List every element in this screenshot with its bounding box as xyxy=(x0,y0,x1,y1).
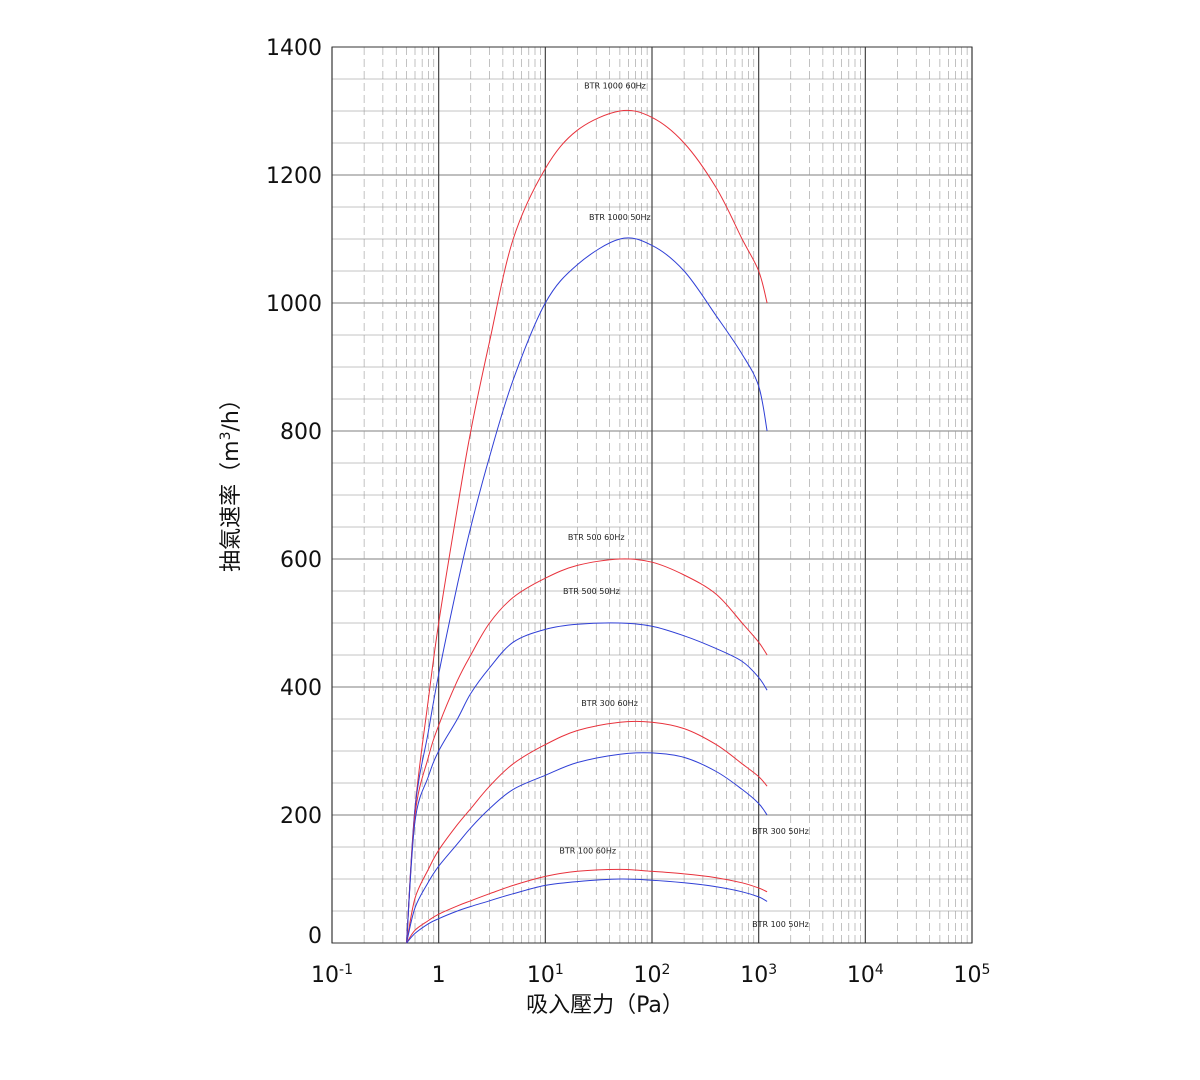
series-label-7: BTR 100 50Hz xyxy=(752,920,809,929)
x-tick-base: 10 xyxy=(847,963,875,988)
x-tick-exponent: 2 xyxy=(662,962,671,978)
x-tick-exponent: 4 xyxy=(875,962,884,978)
y-axis-label-main: 抽氣速率（m xyxy=(219,440,244,571)
x-tick-base: 10 xyxy=(311,963,339,988)
series-line-0 xyxy=(406,109,768,944)
x-tick-label: 103 xyxy=(740,962,777,988)
series-label-2: BTR 500 60Hz xyxy=(568,533,625,542)
y-tick-label: 600 xyxy=(280,548,322,573)
y-axis-label-tail: /h） xyxy=(219,388,244,431)
series-lines xyxy=(406,109,768,944)
x-tick-exponent: 1 xyxy=(555,962,564,978)
x-tick-base: 10 xyxy=(527,963,555,988)
x-tick-base: 10 xyxy=(634,963,662,988)
y-tick-label: 200 xyxy=(280,804,322,829)
series-label-1: BTR 1000 50Hz xyxy=(589,213,651,222)
series-line-6 xyxy=(406,868,768,944)
x-axis-label: 吸入壓力（Pa） xyxy=(526,993,684,1018)
x-tick-base: 1 xyxy=(432,963,446,988)
x-tick-label: 10-1 xyxy=(311,962,353,988)
series-label-3: BTR 500 50Hz xyxy=(563,587,620,596)
series-label-6: BTR 100 60Hz xyxy=(559,846,616,855)
series-line-1 xyxy=(406,237,768,944)
x-tick-label: 1 xyxy=(432,963,446,988)
x-tick-label: 101 xyxy=(527,962,564,988)
y-tick-label: 0 xyxy=(308,924,322,949)
series-label-0: BTR 1000 60Hz xyxy=(584,82,646,91)
y-axis-label: 抽氣速率（m3/h） xyxy=(218,388,244,572)
series-line-2 xyxy=(406,558,768,944)
x-tick-base: 10 xyxy=(954,963,982,988)
x-tick-label: 104 xyxy=(847,962,884,988)
series-labels: BTR 1000 60Hz BTR 1000 50Hz BTR 500 60Hz BT… xyxy=(559,82,808,929)
series-label-5: BTR 300 50Hz xyxy=(752,827,809,836)
x-tick-exponent: 5 xyxy=(982,962,991,978)
x-tick-label: 102 xyxy=(634,962,671,988)
y-tick-label: 1400 xyxy=(266,36,322,61)
y-tick-labels: 0 200 400 600 800 1000 1200 1400 xyxy=(266,36,322,949)
y-tick-label: 1000 xyxy=(266,292,322,317)
y-tick-label: 1200 xyxy=(266,164,322,189)
y-tick-label: 400 xyxy=(280,676,322,701)
series-line-4 xyxy=(406,720,768,944)
x-tick-label: 105 xyxy=(954,962,991,988)
x-tick-exponent: -1 xyxy=(339,962,353,978)
series-label-4: BTR 300 60Hz xyxy=(581,699,638,708)
grid xyxy=(331,46,973,944)
y-axis-label-sup: 3 xyxy=(218,432,234,441)
x-tick-exponent: 3 xyxy=(768,962,777,978)
plot-frame xyxy=(331,46,973,944)
x-tick-base: 10 xyxy=(740,963,768,988)
y-tick-label: 800 xyxy=(280,420,322,445)
series-line-3 xyxy=(406,622,768,944)
x-tick-labels: 10-1 1 101 102 103 104 105 xyxy=(311,962,990,988)
series-line-5 xyxy=(406,752,768,944)
series-line-7 xyxy=(406,878,768,944)
